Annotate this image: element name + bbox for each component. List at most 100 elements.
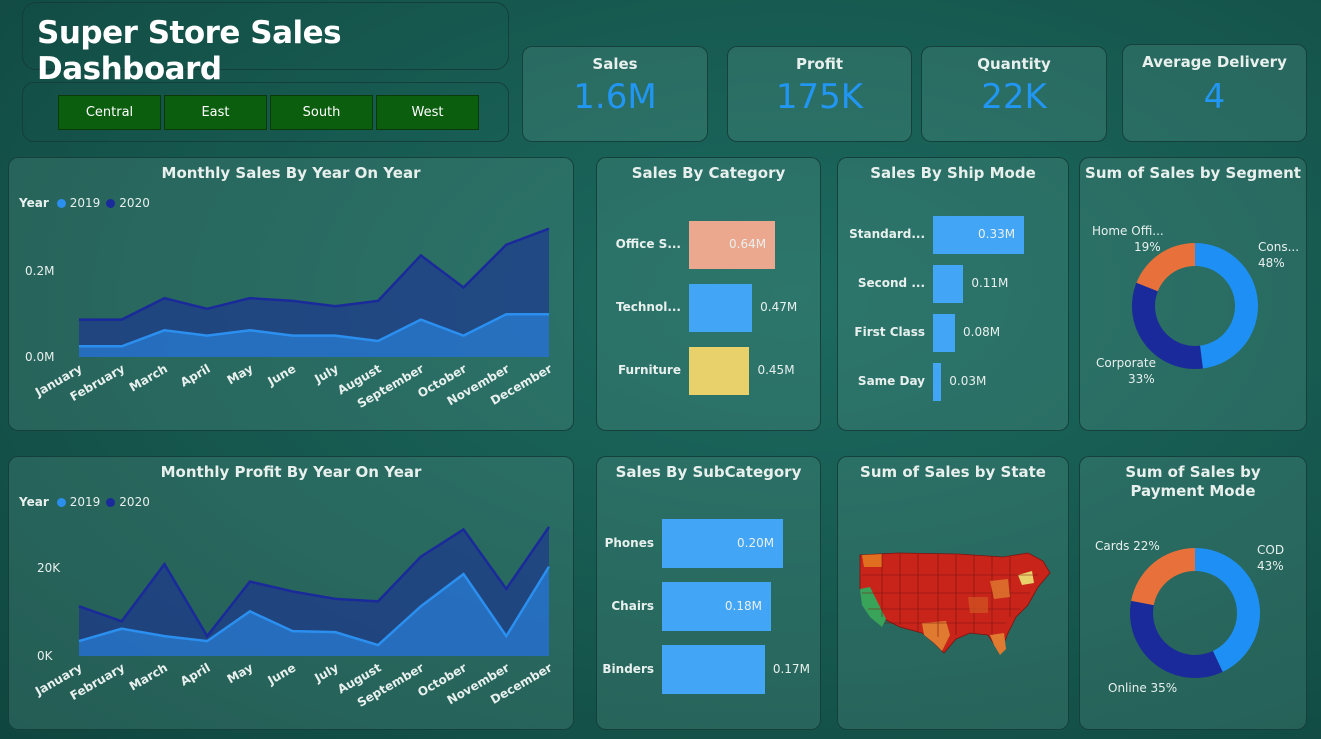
region-button-east[interactable]: East — [164, 95, 267, 130]
bar-label: Furniture — [617, 363, 681, 377]
chart-title: Sum of Sales by State — [860, 463, 1046, 481]
kpi-card-profit: Profit 175K — [727, 46, 912, 142]
kpi-label: Sales — [592, 55, 638, 73]
chart-title: Sum of Sales by Payment Mode — [1125, 463, 1261, 500]
ship-mode-card: Sales By Ship Mode Standard... 0.33M Secon… — [837, 157, 1069, 431]
region-button-west[interactable]: West — [376, 95, 479, 130]
bar-label: Same Day — [857, 374, 925, 388]
donut-slice[interactable] — [1136, 243, 1195, 292]
monthly-profit-card: Monthly Profit By Year On Year Year 2019… — [8, 456, 574, 730]
donut-slice[interactable] — [1130, 600, 1223, 678]
state-tennessee[interactable] — [968, 597, 988, 613]
chart-title: Monthly Sales By Year On Year — [161, 164, 421, 182]
slice-label: Corporate — [1096, 356, 1156, 370]
region-slicer: Central East South West — [22, 82, 509, 142]
bar[interactable] — [933, 265, 964, 303]
bar[interactable] — [689, 347, 750, 395]
state-ohio[interactable] — [990, 579, 1010, 599]
bar-value: 0.18M — [724, 598, 762, 613]
y-tick: 0K — [37, 649, 54, 663]
slice-label: COD — [1257, 543, 1284, 557]
slice-pct: 48% — [1258, 256, 1285, 270]
payment-card: Sum of Sales by Payment Mode Cards 22% C… — [1079, 456, 1307, 730]
kpi-value: 175K — [775, 77, 864, 117]
legend-title: Year — [19, 196, 49, 210]
line-2020 — [78, 526, 551, 639]
bar-label: Binders — [602, 661, 654, 676]
bar[interactable] — [933, 363, 942, 401]
bar-label: Second ... — [857, 276, 925, 290]
chart-title: Monthly Profit By Year On Year — [160, 463, 422, 481]
state-california[interactable] — [860, 587, 886, 627]
legend-item: 2020 — [119, 495, 150, 509]
bar-value: 0.11M — [971, 276, 1009, 290]
payment-donut: Cards 22% COD 43% Online 35% — [1095, 539, 1284, 695]
donut-slice[interactable] — [1132, 282, 1203, 369]
kpi-value: 1.6M — [573, 77, 657, 117]
x-tick: March — [127, 361, 170, 394]
bar[interactable] — [933, 216, 1024, 254]
bar-value: 0.20M — [737, 535, 775, 550]
bar-value: 0.17M — [772, 661, 810, 676]
bar-value: 0.03M — [949, 374, 987, 388]
y-tick: 0.2M — [25, 264, 54, 278]
donut-slice[interactable] — [1195, 548, 1260, 672]
bar-value: 0.08M — [963, 325, 1001, 339]
chart-title: Sales By Ship Mode — [870, 164, 1036, 182]
chart-legend: Year 2019 2020 — [19, 495, 150, 509]
chart-title: Sales By Category — [631, 164, 786, 182]
x-tick: April — [178, 660, 213, 688]
chart-legend: Year 2019 2020 — [19, 196, 150, 210]
state-new-york[interactable] — [1018, 571, 1034, 585]
slice-label: Cons... — [1258, 240, 1299, 254]
line-2020 — [79, 227, 550, 321]
donut-slice[interactable] — [1131, 548, 1195, 606]
bar[interactable] — [689, 221, 775, 269]
bar-label: Chairs — [611, 598, 654, 613]
kpi-label: Quantity — [977, 55, 1051, 73]
bar-label: Technol... — [616, 300, 681, 314]
region-button-south[interactable]: South — [270, 95, 373, 130]
kpi-value: 22K — [981, 77, 1047, 117]
state-washington[interactable] — [862, 554, 882, 567]
map-base — [859, 552, 1051, 654]
segment-donut: Cons... 48% Home Offi... 19% Corporate 3… — [1092, 224, 1299, 386]
bar[interactable] — [689, 284, 753, 332]
chart-title: Sales By SubCategory — [615, 463, 802, 481]
monthly-sales-card: Monthly Sales By Year On Year Year 2019 … — [8, 157, 574, 431]
bar-label: Standard... — [849, 227, 925, 241]
legend-title: Year — [19, 495, 49, 509]
title-card: Super Store Sales Dashboard — [22, 2, 509, 87]
bar[interactable] — [662, 519, 783, 568]
kpi-label: Profit — [796, 55, 843, 73]
state-florida[interactable] — [990, 633, 1006, 655]
kpi-label: Average Delivery — [1142, 53, 1287, 71]
y-tick: 20K — [37, 561, 61, 575]
region-button-central[interactable]: Central — [58, 95, 161, 130]
legend-item: 2019 — [69, 196, 101, 210]
x-tick: May — [225, 361, 256, 387]
y-tick: 0.0M — [25, 350, 54, 364]
legend-dot-2020 — [106, 198, 116, 208]
slice-label: Online 35% — [1108, 681, 1177, 695]
area-2019 — [79, 566, 549, 656]
kpi-card-average-delivery: Average Delivery 4 — [1122, 44, 1307, 142]
donut-slice[interactable] — [1195, 243, 1259, 369]
x-tick: June — [265, 361, 299, 388]
bar[interactable] — [662, 645, 765, 694]
slice-label: Home Offi... — [1092, 224, 1164, 238]
state-texas[interactable] — [922, 621, 950, 651]
slice-pct: 43% — [1257, 559, 1284, 573]
us-map[interactable] — [838, 457, 1070, 731]
legend-item: 2019 — [69, 495, 101, 509]
bar[interactable] — [662, 582, 771, 631]
x-tick: June — [265, 660, 299, 687]
legend-dot-2019 — [56, 497, 66, 507]
subcategory-card: Sales By SubCategory Phones 0.20M Chairs 0.… — [596, 456, 821, 730]
bar[interactable] — [933, 314, 956, 352]
x-tick: March — [127, 660, 170, 693]
x-tick: July — [311, 660, 341, 685]
bar-label: First Class — [854, 325, 925, 339]
